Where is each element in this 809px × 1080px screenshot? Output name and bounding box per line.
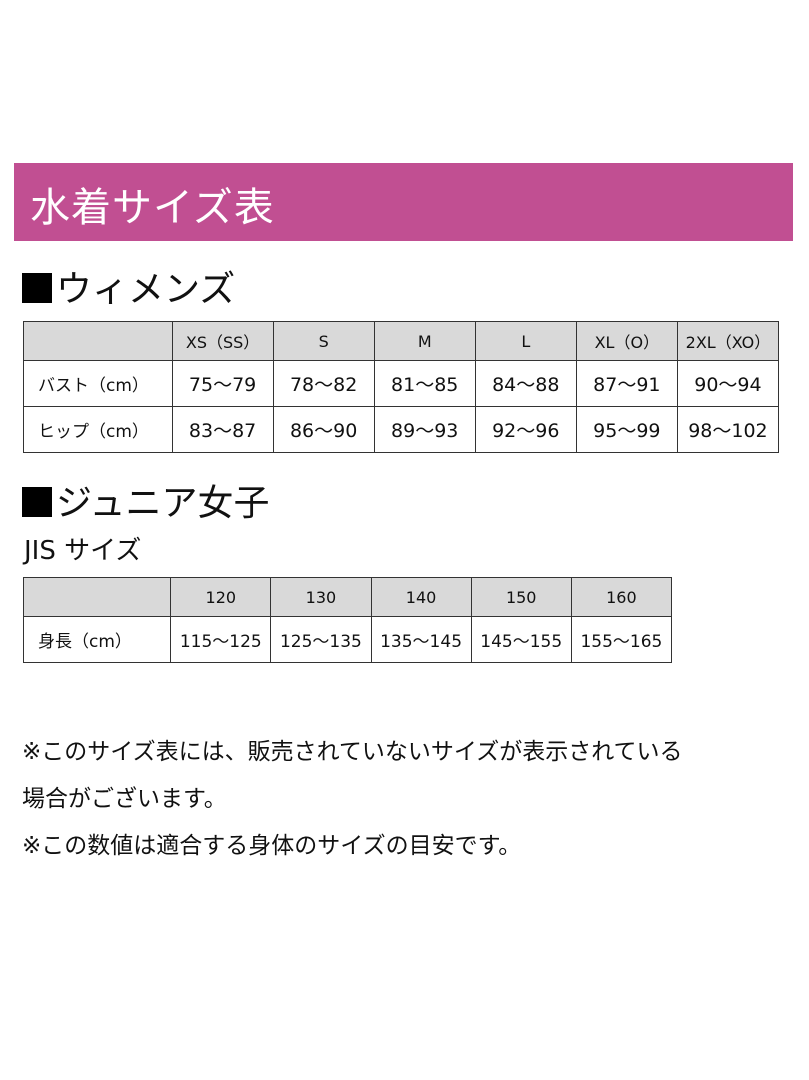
header-cell: M	[373, 321, 476, 361]
table-cell: 84〜88	[474, 360, 577, 407]
header-cell: 160	[570, 577, 673, 617]
row-label: 身長（cm）	[22, 616, 172, 663]
header-cell: XS（SS）	[171, 321, 274, 361]
table-row: 身長（cm） 115〜125 125〜135 135〜145 145〜155 1…	[22, 616, 673, 663]
header-cell: 150	[470, 577, 572, 617]
page-title: 水着サイズ表	[30, 185, 275, 231]
note-line: ※このサイズ表には、販売されていないサイズが表示されている	[22, 739, 683, 765]
table-cell: 115〜125	[170, 616, 272, 663]
table-cell: 95〜99	[575, 406, 678, 453]
header-cell: 140	[370, 577, 472, 617]
header-cell: 2XL（XO）	[676, 321, 780, 361]
table-cell: 92〜96	[474, 406, 577, 453]
table-cell: 83〜87	[171, 406, 274, 453]
square-bullet-icon	[22, 487, 52, 517]
title-banner: 水着サイズ表	[14, 163, 793, 241]
note-line: ※この数値は適合する身体のサイズの目安です。	[22, 833, 522, 859]
junior-heading: ジュニア女子	[22, 484, 269, 524]
note-line: 場合がございます。	[22, 786, 227, 812]
womens-size-table: XS（SS） S M L XL（O） 2XL（XO） バスト（cm） 75〜79…	[23, 321, 780, 453]
table-cell: 81〜85	[373, 360, 476, 407]
header-cell: 120	[170, 577, 272, 617]
womens-heading: ウィメンズ	[22, 270, 235, 310]
table-cell: 98〜102	[676, 406, 780, 453]
table-cell: 155〜165	[570, 616, 673, 663]
table-cell: 87〜91	[575, 360, 678, 407]
row-label: ヒップ（cm）	[23, 406, 173, 453]
header-cell	[22, 577, 172, 617]
table-cell: 89〜93	[373, 406, 476, 453]
junior-subheading: JIS サイズ	[24, 536, 142, 566]
header-cell: S	[272, 321, 375, 361]
header-cell: XL（O）	[575, 321, 678, 361]
table-cell: 78〜82	[272, 360, 375, 407]
header-cell: L	[474, 321, 577, 361]
header-cell: 130	[270, 577, 372, 617]
square-bullet-icon	[22, 273, 52, 303]
row-label: バスト（cm）	[23, 360, 173, 407]
table-cell: 135〜145	[370, 616, 472, 663]
table-row: ヒップ（cm） 83〜87 86〜90 89〜93 92〜96 95〜99 98…	[23, 406, 780, 453]
table-cell: 75〜79	[171, 360, 274, 407]
header-cell	[23, 321, 173, 361]
table-cell: 145〜155	[470, 616, 572, 663]
table-cell: 90〜94	[676, 360, 780, 407]
table-header-row: 120 130 140 150 160	[22, 577, 673, 617]
junior-size-table: 120 130 140 150 160 身長（cm） 115〜125 125〜1…	[22, 577, 673, 663]
table-cell: 86〜90	[272, 406, 375, 453]
table-row: バスト（cm） 75〜79 78〜82 81〜85 84〜88 87〜91 90…	[23, 360, 780, 407]
table-header-row: XS（SS） S M L XL（O） 2XL（XO）	[23, 321, 780, 361]
table-cell: 125〜135	[270, 616, 372, 663]
